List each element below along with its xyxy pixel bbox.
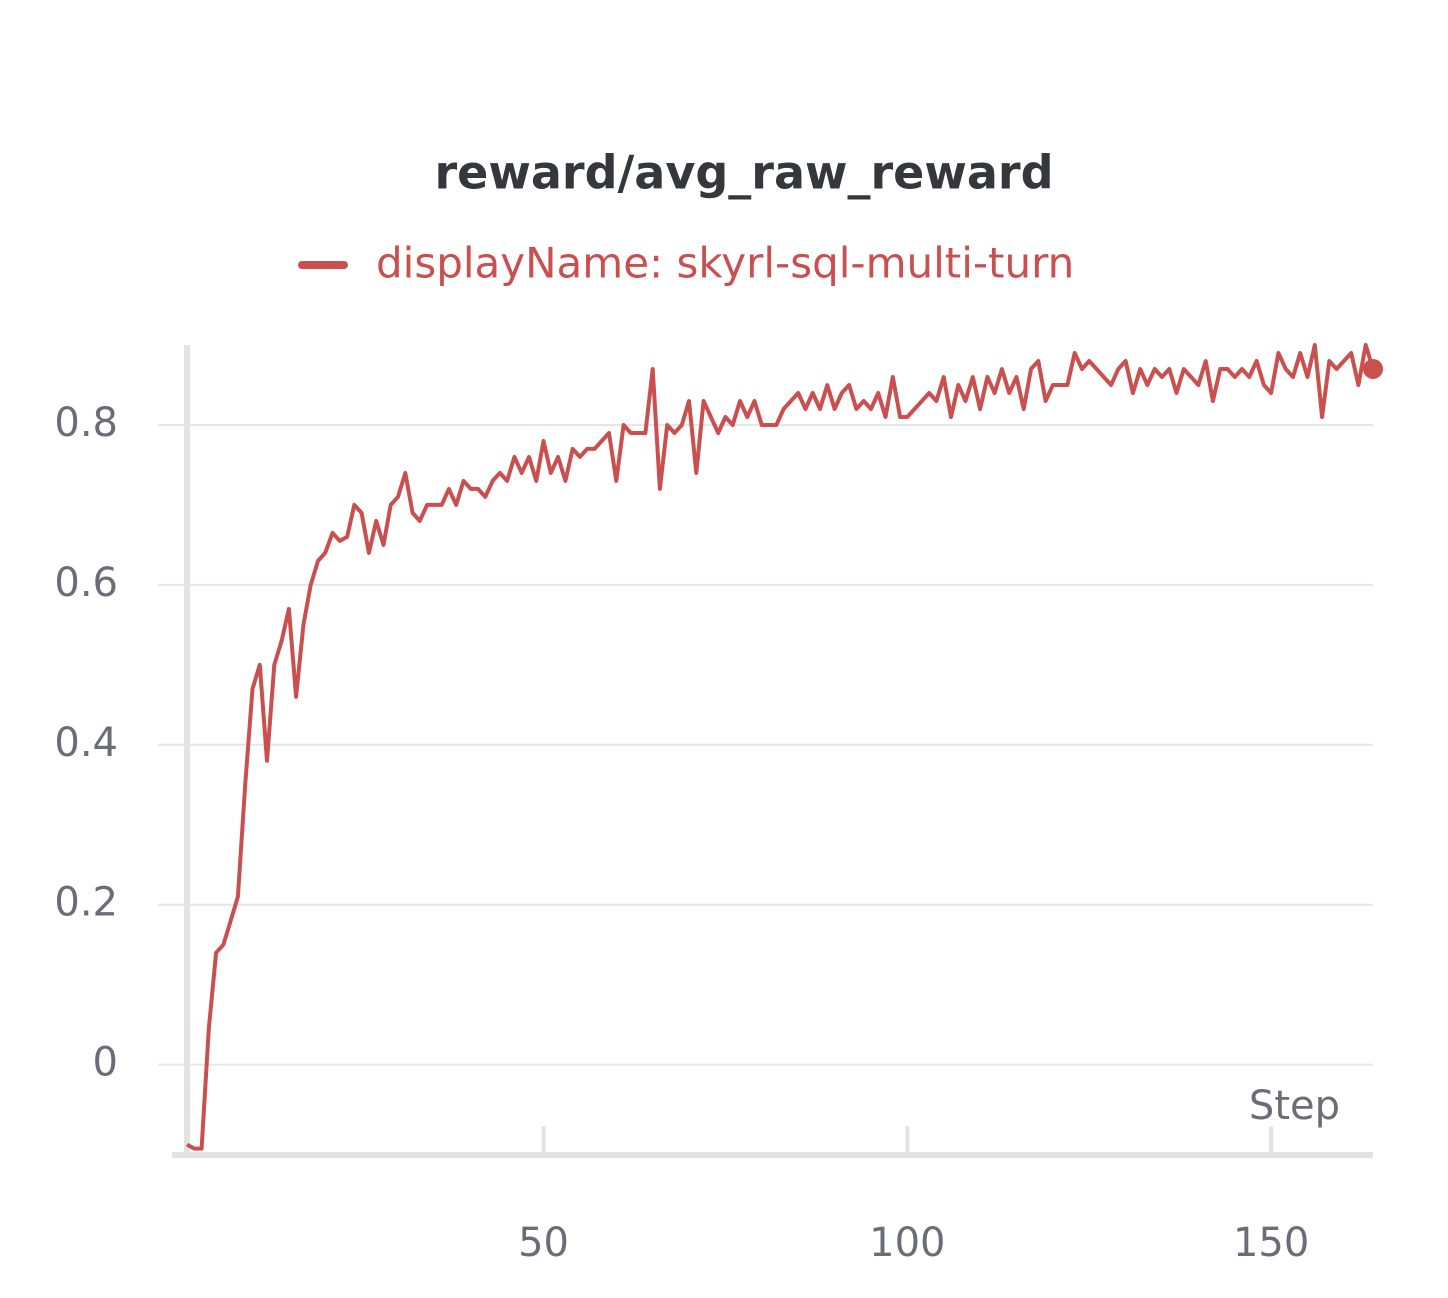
y-tick-label: 0.2 <box>54 880 118 926</box>
end-point <box>1363 358 1383 379</box>
y-tick-label: 0.4 <box>54 720 118 766</box>
y-tick-label: 0.8 <box>54 400 118 446</box>
x-tick-label: 50 <box>518 1220 569 1266</box>
y-tick-label: 0.6 <box>54 560 118 606</box>
x-tick-label: 150 <box>1233 1220 1309 1266</box>
series-line <box>186 343 1375 1151</box>
chart-title: reward/avg_raw_reward <box>434 146 1053 200</box>
y-tick-label: 0 <box>93 1040 118 1086</box>
legend-label: displayName: skyrl-sql-multi-turn <box>376 239 1074 288</box>
x-tick-label: 100 <box>869 1220 945 1266</box>
x-axis-label: Step <box>1249 1083 1340 1129</box>
